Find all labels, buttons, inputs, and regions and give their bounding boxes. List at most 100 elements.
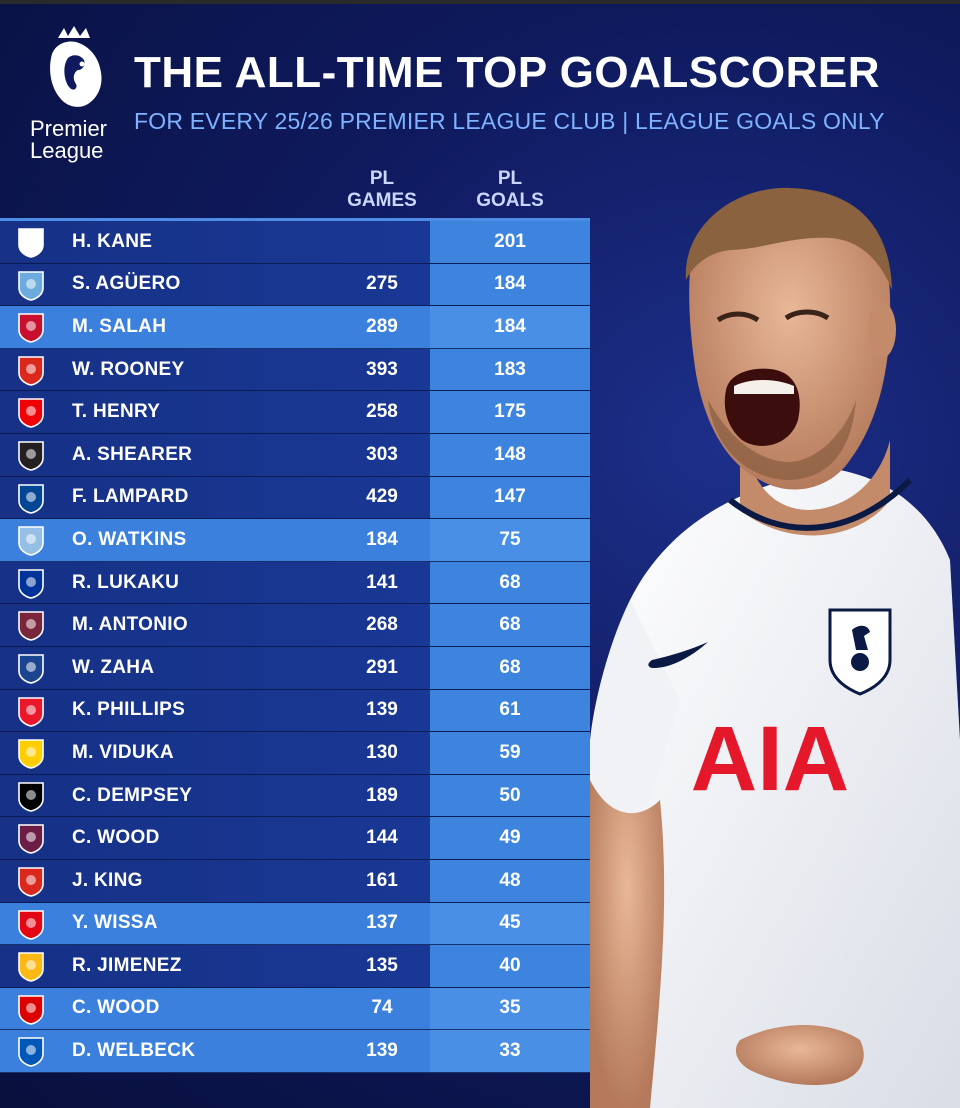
pl-games-value: 393 — [366, 358, 398, 380]
pl-goals-value: 61 — [499, 699, 521, 721]
pl-games-value: 275 — [366, 273, 398, 295]
pl-goals-value: 147 — [494, 486, 526, 508]
goals-cell-bg — [430, 859, 590, 902]
player-image: AIA — [590, 187, 960, 1108]
logo-word-league: League — [30, 138, 104, 163]
pl-goals-value: 68 — [499, 656, 521, 678]
player-name: A. SHEARER — [72, 443, 193, 465]
pl-goals-value: 201 — [494, 230, 526, 252]
pl-games-value: 303 — [366, 443, 398, 465]
goals-header-line-2: GOALS — [476, 190, 544, 211]
player-name: W. ZAHA — [72, 656, 155, 678]
goals-cell-bg — [430, 221, 590, 263]
goals-cell-bg — [430, 348, 590, 391]
pl-games-value: 289 — [366, 315, 398, 337]
pl-goals-value: 50 — [499, 784, 521, 806]
goals-cell-bg — [430, 732, 590, 774]
spurs-crest-icon — [828, 608, 892, 696]
bournemouth-badge-icon — [18, 867, 44, 897]
goals-cell-bg — [430, 391, 590, 433]
pl-games-value: 184 — [366, 528, 398, 550]
goals-cell-bg — [430, 902, 590, 945]
premier-league-logo: Premier League — [26, 24, 122, 164]
page-title: THE ALL-TIME TOP GOALSCORER — [134, 48, 881, 97]
pl-games-value: 130 — [366, 741, 398, 763]
pl-games-value: 74 — [371, 997, 393, 1019]
pl-goals-value: 148 — [494, 443, 526, 465]
logo-wordmark: Premier League — [30, 118, 107, 162]
sunderland-badge-icon — [18, 696, 44, 727]
goals-cell-bg — [430, 519, 590, 561]
arsenal-badge-icon — [18, 398, 44, 429]
player-name: M. SALAH — [72, 315, 167, 337]
pl-games-value: 291 — [366, 656, 398, 678]
pl-goals-value: 48 — [499, 869, 521, 891]
pl-goals-value: 183 — [494, 358, 526, 380]
leeds-badge-icon — [18, 739, 44, 769]
pl-games-value: 137 — [366, 912, 398, 934]
nottingham-forest-badge-icon — [18, 994, 44, 1025]
table-row: D. WELBECK 139 33 — [0, 1030, 590, 1073]
table-top-border — [0, 218, 590, 221]
column-header-pl-games: PL GAMES — [322, 168, 442, 212]
pl-goals-value: 59 — [499, 741, 521, 763]
pl-goals-value: 68 — [499, 614, 521, 636]
table-row: C. WOOD 144 49 — [0, 817, 590, 860]
pl-goals-value: 33 — [499, 1040, 521, 1062]
goals-cell-bg — [430, 689, 590, 732]
table-row: F. LAMPARD 429 147 — [0, 476, 590, 520]
wolves-badge-icon — [18, 952, 44, 982]
crystal-palace-badge-icon — [18, 654, 44, 684]
pl-goals-value: 68 — [499, 571, 521, 593]
player-name: K. PHILLIPS — [72, 699, 186, 721]
table-row: M. SALAH 289 184 — [0, 306, 590, 349]
player-name: M. VIDUKA — [72, 741, 174, 763]
player-name: S. AGÜERO — [72, 273, 181, 295]
table-row: O. WATKINS 184 75 — [0, 519, 590, 562]
games-header-line-2: GAMES — [347, 190, 417, 211]
brighton-badge-icon — [18, 1037, 44, 1068]
pl-games-value: 258 — [366, 401, 398, 423]
player-name: C. WOOD — [72, 827, 160, 849]
liverpool-badge-icon — [18, 313, 44, 344]
goals-cell-bg — [430, 1030, 590, 1072]
goals-cell-bg — [430, 263, 590, 306]
goals-cell-bg — [430, 987, 590, 1030]
goals-cell-bg — [430, 774, 590, 817]
pl-games-value: 139 — [366, 1040, 398, 1062]
pl-games-value: 429 — [366, 486, 398, 508]
goals-cell-bg — [430, 945, 590, 987]
lion-icon — [50, 26, 102, 107]
table-row: K. PHILLIPS 139 61 — [0, 689, 590, 733]
burnley-badge-icon — [18, 824, 44, 855]
table-row: H. KANE 201 — [0, 221, 590, 264]
goals-cell-bg — [430, 604, 590, 646]
table-row: R. JIMENEZ 135 40 — [0, 945, 590, 988]
goals-cell-bg — [430, 561, 590, 604]
player-name: R. LUKAKU — [72, 571, 180, 593]
table-row: W. ROONEY 393 183 — [0, 348, 590, 392]
player-name: O. WATKINS — [72, 528, 187, 550]
player-name: C. DEMPSEY — [72, 784, 193, 806]
table-row: C. DEMPSEY 189 50 — [0, 774, 590, 818]
pl-goals-value: 184 — [494, 315, 526, 337]
goals-cell-bg — [430, 476, 590, 519]
goals-cell-bg — [430, 306, 590, 348]
fulham-badge-icon — [18, 781, 44, 812]
table-row: J. KING 161 48 — [0, 859, 590, 903]
newcastle-badge-icon — [18, 441, 44, 471]
pl-goals-value: 40 — [499, 954, 521, 976]
player-name: H. KANE — [72, 230, 153, 252]
player-name: W. ROONEY — [72, 358, 185, 380]
player-name: D. WELBECK — [72, 1040, 196, 1062]
shirt-sponsor-text: AIA — [691, 708, 849, 810]
goals-cell-bg — [430, 817, 590, 859]
player-name: R. JIMENEZ — [72, 954, 182, 976]
man-united-badge-icon — [18, 355, 44, 386]
chelsea-badge-icon — [18, 483, 44, 514]
table-row: A. SHEARER 303 148 — [0, 433, 590, 477]
pl-games-value: 139 — [366, 699, 398, 721]
pl-games-value: 189 — [366, 784, 398, 806]
everton-badge-icon — [18, 568, 44, 599]
pl-games-value: 161 — [366, 869, 398, 891]
